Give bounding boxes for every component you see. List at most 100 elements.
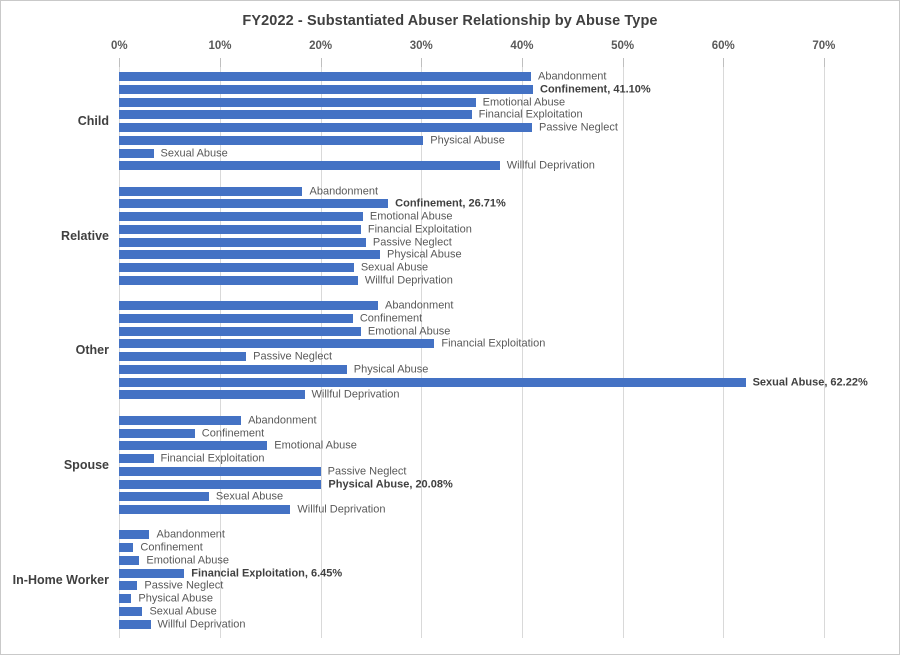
- bar: [119, 275, 358, 285]
- bar-label: Physical Abuse: [387, 248, 462, 261]
- bar: [119, 110, 472, 120]
- bar-label: Financial Exploitation: [367, 223, 472, 236]
- bar: [119, 492, 209, 502]
- axis-tick-mark: [421, 58, 423, 67]
- bar: [119, 428, 195, 438]
- bar: [119, 224, 361, 234]
- axis-tick-mark: [219, 58, 221, 67]
- bar-label: Confinement, 41.10%: [540, 83, 651, 96]
- category-label: Spouse: [63, 457, 109, 472]
- bar-label: Sexual Abuse: [360, 261, 429, 274]
- bar-label: Confinement: [201, 427, 265, 440]
- bar: [119, 135, 424, 145]
- axis-tick-mark: [320, 58, 322, 67]
- bar-label: Passive Neglect: [327, 465, 407, 478]
- bar-label: Abandonment: [537, 70, 607, 83]
- bar: [119, 250, 380, 260]
- bar-label: Abandonment: [248, 414, 317, 427]
- bar: [119, 123, 532, 132]
- bar: [119, 161, 500, 171]
- bar-label: Sexual Abuse: [149, 605, 217, 618]
- bar-label: Emotional Abuse: [274, 439, 357, 452]
- bar: [119, 199, 389, 209]
- bar: [119, 479, 322, 489]
- x-axis-tick-label: 70%: [812, 40, 836, 52]
- bar-label: Abandonment: [384, 299, 454, 312]
- bar: [119, 530, 150, 540]
- bar-label: Financial Exploitation: [478, 108, 583, 121]
- category-label: Relative: [61, 228, 109, 243]
- bar: [119, 415, 242, 425]
- bar: [119, 352, 247, 362]
- bar: [119, 72, 531, 81]
- bar-label: Confinement, 26.71%: [395, 197, 506, 210]
- bar: [119, 364, 347, 374]
- bar: [119, 186, 303, 196]
- bar-label: Willful Deprivation: [157, 618, 246, 631]
- bar-label: Willful Deprivation: [297, 503, 386, 516]
- axis-tick-mark: [723, 58, 725, 67]
- category-label: In-Home Worker: [12, 572, 109, 587]
- bar-label: Confinement: [140, 541, 203, 554]
- axis-tick-mark: [622, 58, 624, 67]
- bar-label: Physical Abuse: [138, 592, 213, 605]
- bar: [119, 594, 132, 604]
- x-axis-tick-label: 0%: [110, 40, 128, 52]
- bar-label: Emotional Abuse: [369, 210, 453, 223]
- bar: [119, 466, 321, 476]
- bar: [119, 377, 746, 387]
- category-label: Child: [77, 114, 109, 129]
- bar: [119, 543, 134, 553]
- category-label: Other: [75, 343, 109, 358]
- bar: [119, 505, 291, 515]
- bar-label: Passive Neglect: [539, 121, 618, 134]
- axis-tick-mark: [823, 58, 825, 67]
- gridline: [421, 67, 423, 638]
- bar-label: Sexual Abuse, 62.22%: [752, 376, 868, 389]
- bar-label: Physical Abuse, 20.08%: [328, 478, 453, 491]
- bar-label: Willful Deprivation: [364, 274, 453, 287]
- bar: [119, 237, 366, 247]
- bar-label: Financial Exploitation: [441, 337, 546, 350]
- bar-label: Abandonment: [156, 528, 225, 541]
- bar-label: Passive Neglect: [144, 579, 224, 592]
- bar: [119, 84, 533, 94]
- bar-label: Sexual Abuse: [215, 490, 284, 503]
- bar-label: Confinement: [359, 312, 423, 325]
- gridline: [521, 67, 523, 638]
- bar: [119, 148, 154, 158]
- bar-label: Financial Exploitation: [160, 452, 265, 465]
- bar: [119, 568, 185, 578]
- bar: [119, 263, 354, 273]
- bar-label: Willful Deprivation: [506, 159, 595, 172]
- chart-title: FY2022 - Substantiated Abuser Relationsh…: [242, 13, 658, 29]
- x-axis-tick-label: 40%: [510, 40, 534, 52]
- bar: [119, 339, 435, 349]
- bar-label: Passive Neglect: [372, 236, 452, 249]
- gridline: [723, 67, 725, 638]
- bar: [119, 619, 151, 629]
- bar-label: Sexual Abuse: [160, 147, 228, 159]
- bar-label: Passive Neglect: [253, 350, 332, 363]
- bar-label: Physical Abuse: [430, 134, 505, 147]
- bar: [119, 313, 353, 323]
- bar: [119, 390, 305, 400]
- bar: [119, 301, 378, 311]
- gridline: [320, 67, 322, 638]
- bar: [119, 212, 363, 222]
- bar: [119, 581, 138, 591]
- bar-label: Willful Deprivation: [311, 388, 400, 401]
- bar-label: Physical Abuse: [353, 363, 429, 376]
- x-axis-tick-label: 10%: [208, 40, 232, 52]
- bar: [119, 441, 268, 451]
- x-axis-tick-label: 30%: [409, 40, 433, 52]
- axis-tick-mark: [521, 58, 523, 67]
- x-axis-tick-label: 50%: [611, 40, 635, 52]
- bar: [119, 606, 143, 616]
- bar-label: Emotional Abuse: [367, 325, 451, 338]
- axis-tick-mark: [119, 58, 121, 67]
- bar-label: Abandonment: [309, 185, 379, 198]
- bar: [119, 454, 154, 464]
- bar: [119, 326, 361, 336]
